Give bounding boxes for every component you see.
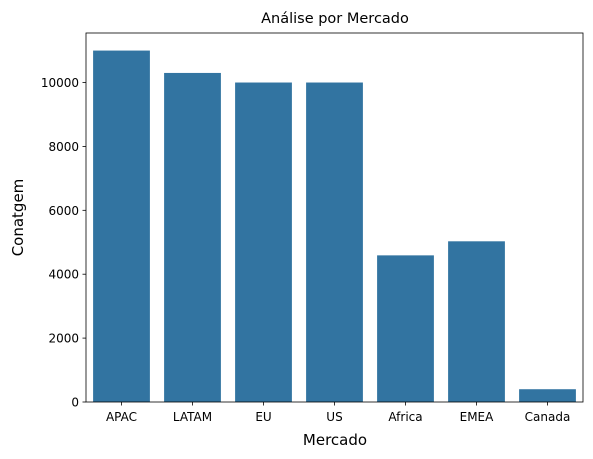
bar-canada <box>519 389 576 402</box>
x-tick-label: Canada <box>525 410 571 424</box>
bar-africa <box>377 255 434 402</box>
chart-title: Análise por Mercado <box>261 11 409 27</box>
y-tick-label: 10000 <box>41 76 79 90</box>
bar-emea <box>448 241 505 402</box>
plot-frame <box>85 32 584 403</box>
y-tick-label: 8000 <box>48 140 79 154</box>
bar-eu <box>235 82 292 403</box>
x-axis: APAC LATAM EU US Africa EMEA Canada <box>106 402 570 424</box>
x-tick-label: EU <box>255 410 271 424</box>
y-tick-label: 0 <box>71 396 79 410</box>
y-tick-label: 4000 <box>48 268 79 282</box>
x-tick-label: US <box>326 410 342 424</box>
bar-latam <box>164 72 221 402</box>
x-tick-label: APAC <box>106 410 137 424</box>
y-axis: 0 2000 4000 6000 8000 10000 <box>41 76 86 410</box>
y-tick-label: 6000 <box>48 204 79 218</box>
x-tick-label: LATAM <box>173 410 212 424</box>
bar-us <box>306 82 363 403</box>
bars-group <box>93 50 576 403</box>
y-tick-label: 2000 <box>48 332 79 346</box>
bar-apac <box>93 50 150 402</box>
x-axis-title: Mercado <box>303 431 367 449</box>
x-tick-label: Africa <box>388 410 422 424</box>
y-axis-title: Conatgem <box>9 179 27 257</box>
x-tick-label: EMEA <box>460 410 495 424</box>
